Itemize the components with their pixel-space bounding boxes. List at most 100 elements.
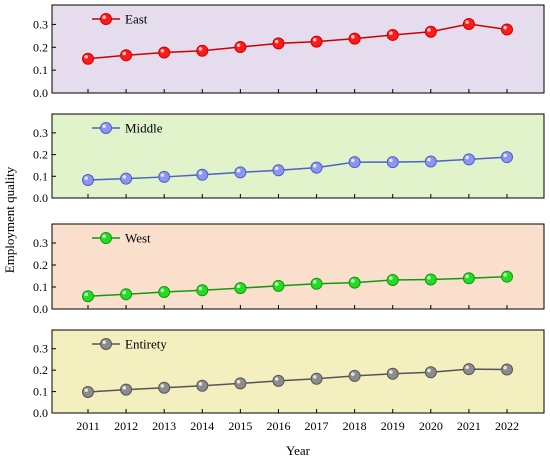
data-point-entirety xyxy=(234,377,247,390)
data-point-highlight-west xyxy=(84,292,88,297)
data-point-entirety xyxy=(348,369,361,382)
panel-background-west xyxy=(51,223,545,310)
panel-middle: 0.0 0.1 0.2 0.3 Middle xyxy=(33,113,545,205)
x-axis-title: Year xyxy=(286,443,311,458)
data-point-highlight-west xyxy=(503,273,508,277)
data-point-west xyxy=(462,272,475,285)
data-point-highlight-entirety xyxy=(312,375,317,379)
data-point-west xyxy=(234,282,247,295)
series-line-middle xyxy=(87,156,508,181)
data-point-highlight-middle xyxy=(160,173,165,177)
data-point-west xyxy=(158,286,171,299)
x-tick-label: 2019 xyxy=(381,419,405,433)
data-point-highlight-west xyxy=(160,288,165,293)
x-tick-label: 2012 xyxy=(114,419,138,433)
data-point-highlight-east xyxy=(312,37,317,42)
data-point-entirety xyxy=(196,379,209,392)
data-point-highlight-west xyxy=(465,274,469,279)
data-point-middle xyxy=(82,173,94,186)
data-point-entirety xyxy=(501,363,513,376)
panel-background-east xyxy=(51,4,545,94)
x-tick-label: 2021 xyxy=(457,419,481,433)
data-point-highlight-middle xyxy=(503,153,508,158)
y-tick-label-east: 0.3 xyxy=(33,17,48,31)
data-point-highlight-east xyxy=(122,51,127,56)
data-point-entirety xyxy=(82,386,94,398)
data-point-west xyxy=(82,290,94,303)
y-tick-label-middle: 0.0 xyxy=(33,191,48,205)
y-tick-label-west: 0.3 xyxy=(33,236,48,250)
legend-label-middle: Middle xyxy=(125,121,163,136)
data-point-east xyxy=(310,35,323,48)
data-point-highlight-west xyxy=(236,284,241,289)
y-tick-label-west: 0.2 xyxy=(33,258,48,272)
data-point-middle xyxy=(348,156,361,169)
x-tick-label: 2020 xyxy=(419,419,443,433)
data-point-highlight-east xyxy=(84,55,88,59)
panel-east: 0.0 0.1 0.2 0.3 East xyxy=(33,4,545,100)
legend-marker-highlight-west xyxy=(102,234,106,238)
data-point-entirety xyxy=(120,383,133,396)
data-point-middle xyxy=(196,168,209,181)
data-point-middle xyxy=(158,170,171,183)
data-point-west xyxy=(272,279,285,292)
data-point-highlight-entirety xyxy=(503,365,508,370)
data-point-highlight-middle xyxy=(465,155,469,160)
data-point-highlight-entirety xyxy=(427,368,431,373)
data-point-entirety xyxy=(310,372,323,385)
chart-panels: 0.0 0.1 0.2 0.3 East 0.0 0.1 0.2 0.3 Middle 0.0 0.1… xyxy=(33,4,545,420)
data-point-highlight-east xyxy=(503,25,508,30)
data-point-entirety xyxy=(424,366,437,379)
y-tick-label-middle: 0.3 xyxy=(33,126,48,140)
x-tick-label: 2014 xyxy=(190,419,214,433)
data-point-east xyxy=(82,52,94,65)
data-point-highlight-entirety xyxy=(122,386,127,390)
x-tick-label: 2018 xyxy=(343,419,367,433)
data-point-entirety xyxy=(386,367,399,380)
panel-west: 0.0 0.1 0.2 0.3 West xyxy=(33,223,545,316)
data-point-highlight-east xyxy=(351,35,355,39)
panel-entirety: 0.0 0.1 0.2 0.3 Entirety xyxy=(33,329,545,420)
data-point-highlight-middle xyxy=(312,164,317,168)
legend-label-east: East xyxy=(125,12,148,27)
data-point-highlight-east xyxy=(198,47,203,51)
data-point-middle xyxy=(462,153,475,166)
y-axis-title: Employment quality xyxy=(2,166,17,273)
data-point-east xyxy=(348,32,361,45)
y-tick-label-entirety: 0.1 xyxy=(33,385,48,399)
data-point-east xyxy=(158,46,171,59)
data-point-east xyxy=(234,41,247,54)
data-point-highlight-east xyxy=(427,28,431,32)
legend-marker-highlight-east xyxy=(102,15,106,19)
data-point-highlight-entirety xyxy=(236,379,241,384)
data-point-highlight-east xyxy=(389,31,393,35)
y-tick-label-entirety: 0.3 xyxy=(33,342,48,356)
y-tick-label-west: 0.1 xyxy=(33,280,48,294)
data-point-entirety xyxy=(158,381,171,394)
data-point-highlight-middle xyxy=(84,176,88,180)
data-point-east xyxy=(501,23,513,36)
y-tick-label-middle: 0.2 xyxy=(33,148,48,162)
data-point-middle xyxy=(272,164,285,177)
data-point-entirety xyxy=(462,363,475,376)
legend-marker-highlight-entirety xyxy=(102,340,106,345)
x-tick-label: 2011 xyxy=(76,419,100,433)
data-point-highlight-middle xyxy=(351,158,355,163)
data-point-highlight-entirety xyxy=(198,382,203,386)
data-point-west xyxy=(386,273,399,286)
x-tick-label: 2013 xyxy=(152,419,176,433)
data-point-middle xyxy=(234,166,247,179)
data-point-east xyxy=(386,28,399,41)
data-point-highlight-entirety xyxy=(389,370,393,374)
legend-marker-entirety xyxy=(100,338,112,350)
x-tick-label: 2022 xyxy=(495,419,519,433)
legend-marker-highlight-middle xyxy=(102,124,106,128)
data-point-highlight-middle xyxy=(236,168,241,173)
data-point-west xyxy=(348,276,361,289)
data-point-east xyxy=(462,17,475,30)
y-tick-label-east: 0.0 xyxy=(33,86,48,100)
data-point-highlight-west xyxy=(274,282,279,286)
y-tick-label-middle: 0.1 xyxy=(33,169,48,183)
data-point-west xyxy=(196,284,209,297)
